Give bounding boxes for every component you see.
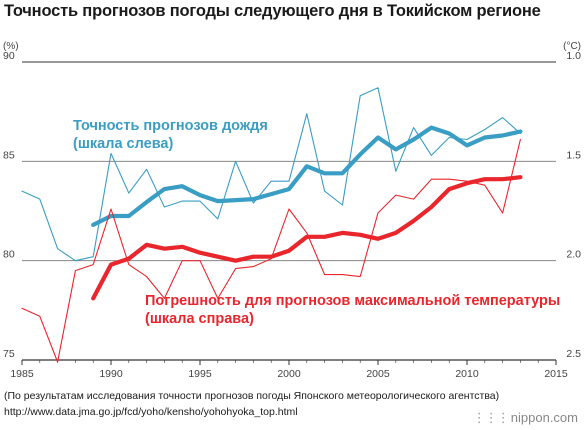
y-left-tick-label: 75 — [3, 348, 15, 360]
source-note: (По результатам исследования точности пр… — [4, 390, 500, 402]
nippon-logo: ⋮⋮⋮ nippon.com — [473, 410, 578, 426]
chart-title: Точность прогнозов погоды следующего дня… — [4, 2, 541, 20]
rain-series-axis-note: (шкала слева) — [73, 136, 173, 152]
temp-error-trend-line — [91, 175, 523, 301]
rain-accuracy-trend-line — [91, 125, 523, 227]
y-right-tick-label: 1.5 — [566, 149, 581, 161]
temp-error-line — [21, 138, 521, 363]
x-tick-label: 1995 — [188, 368, 212, 380]
rain-accuracy-line — [21, 87, 521, 262]
y-right-tick-label: 2.5 — [566, 348, 581, 360]
y-left-tick-label: 90 — [3, 50, 15, 62]
y-left-tick-label: 80 — [3, 249, 15, 261]
axes-group: 75 80 85 90 2.5 2.0 1.5 1.0 (%) (°C) 1985 1990 1995 2… — [3, 41, 581, 380]
nippon-dots-icon: ⋮⋮⋮ — [472, 410, 510, 425]
x-tick-label: 2010 — [455, 368, 479, 380]
rain-series-label: Точность прогнозов дождя — [73, 118, 268, 134]
y-right-unit: (°C) — [563, 41, 581, 52]
y-left-tick-label: 85 — [3, 149, 15, 161]
temp-series-label: Погрешность для прогнозов максимальной т… — [145, 293, 560, 309]
series-group — [21, 87, 523, 363]
logo-text: nippon.com — [510, 410, 578, 425]
source-url: http://www.data.jma.go.jp/fcd/yoho/kensh… — [4, 406, 298, 418]
x-tick-label: 2005 — [366, 368, 390, 380]
x-tick-label: 2015 — [544, 368, 568, 380]
temp-series-axis-note: (шкала справа) — [145, 311, 254, 327]
series-labels: Точность прогнозов дождя (шкала слева) П… — [73, 118, 560, 327]
y-left-unit: (%) — [3, 41, 19, 52]
y-right-tick-label: 1.0 — [566, 50, 581, 62]
x-tick-label: 1990 — [99, 368, 123, 380]
x-tick-label: 2000 — [277, 368, 301, 380]
x-tick-label: 1985 — [10, 368, 34, 380]
y-right-tick-label: 2.0 — [566, 249, 581, 261]
